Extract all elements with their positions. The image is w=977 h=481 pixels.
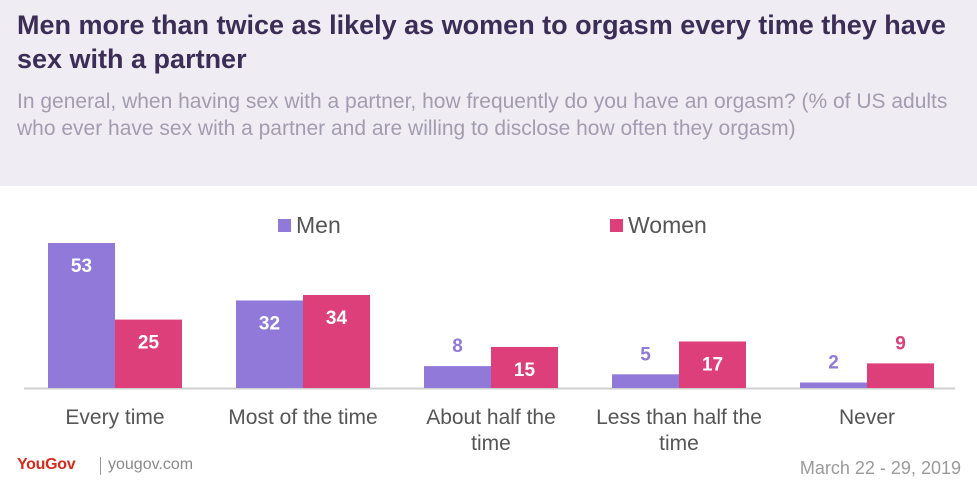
bar-0-4 bbox=[800, 382, 867, 388]
data-label-0-4: 2 bbox=[828, 353, 839, 374]
category-label-3-0: Less than half the bbox=[596, 406, 762, 429]
footer-site: yougov.com bbox=[108, 456, 194, 473]
bar-1-2 bbox=[491, 346, 558, 388]
bar-0-0 bbox=[48, 243, 115, 388]
bar-0-2 bbox=[424, 366, 491, 388]
category-label-4-0: Never bbox=[839, 406, 895, 429]
category-label-0-0: Every time bbox=[65, 406, 164, 429]
data-label-1-2: 15 bbox=[514, 360, 536, 381]
header: Men more than twice as likely as women t… bbox=[0, 0, 977, 186]
footer-divider bbox=[100, 457, 101, 475]
legend-label-0: Men bbox=[296, 212, 341, 238]
legend-label-1: Women bbox=[628, 212, 707, 238]
data-label-1-3: 17 bbox=[702, 354, 723, 375]
data-label-1-0: 25 bbox=[138, 333, 160, 354]
legend-swatch-0 bbox=[278, 219, 291, 232]
category-label-2-0: About half the bbox=[426, 406, 556, 429]
bar-0-3 bbox=[612, 374, 679, 388]
category-label-2-1: time bbox=[471, 432, 511, 455]
bar-1-3 bbox=[679, 341, 746, 388]
data-label-1-4: 9 bbox=[895, 333, 906, 354]
bar-1-4 bbox=[867, 363, 934, 388]
bar-0-1 bbox=[236, 300, 303, 388]
bar-1-1 bbox=[303, 294, 370, 388]
category-label-1-0: Most of the time bbox=[228, 406, 377, 429]
legend-swatch-1 bbox=[610, 219, 623, 232]
yougov-logo: YouGov bbox=[17, 456, 76, 473]
data-label-0-2: 8 bbox=[452, 336, 463, 357]
bar-1-0 bbox=[115, 319, 182, 388]
data-label-0-3: 5 bbox=[640, 344, 651, 365]
data-label-0-0: 53 bbox=[71, 256, 92, 277]
data-label-0-1: 32 bbox=[259, 313, 280, 334]
survey-date: March 22 - 29, 2019 bbox=[799, 458, 961, 478]
data-label-1-1: 34 bbox=[326, 308, 348, 329]
chart-subtitle: In general, when having sex with a partn… bbox=[17, 90, 948, 140]
category-label-3-1: time bbox=[659, 432, 699, 455]
chart-title: Men more than twice as likely as women t… bbox=[17, 10, 946, 74]
